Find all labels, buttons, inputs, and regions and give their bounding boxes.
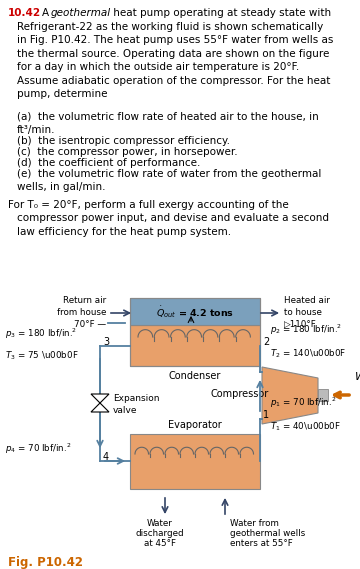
Text: (e)  the volumetric flow rate of water from the geothermal: (e) the volumetric flow rate of water fr…: [17, 168, 321, 179]
Text: to house: to house: [284, 308, 322, 317]
Text: Refrigerant-22 as the working fluid is shown schematically: Refrigerant-22 as the working fluid is s…: [17, 22, 323, 31]
Text: enters at 55°F: enters at 55°F: [230, 539, 293, 548]
Polygon shape: [91, 403, 109, 412]
Text: Compressor: Compressor: [211, 389, 269, 399]
Bar: [130, 298, 260, 366]
Text: (d)  the coefficient of performance.: (d) the coefficient of performance.: [17, 158, 201, 168]
Text: 4: 4: [103, 452, 109, 462]
Text: wells, in gal/min.: wells, in gal/min.: [17, 182, 105, 192]
Text: $T_2$ = 140\u00b0F: $T_2$ = 140\u00b0F: [270, 347, 346, 360]
Text: ▷110°F: ▷110°F: [284, 320, 317, 329]
Text: Return air: Return air: [63, 296, 106, 305]
Text: Condenser: Condenser: [169, 371, 221, 381]
Text: 2: 2: [263, 337, 269, 347]
Text: geothermal wells: geothermal wells: [230, 529, 305, 538]
Text: Evaporator: Evaporator: [168, 420, 222, 430]
Text: Assume adiabatic operation of the compressor. For the heat: Assume adiabatic operation of the compre…: [17, 76, 330, 85]
Text: $p_4$ = 70 lbf/in.$^2$: $p_4$ = 70 lbf/in.$^2$: [5, 442, 72, 456]
Text: geothermal: geothermal: [51, 8, 111, 18]
Text: 3: 3: [103, 337, 109, 347]
Bar: [130, 434, 260, 489]
Text: Water: Water: [147, 519, 173, 528]
Text: Heated air: Heated air: [284, 296, 330, 305]
Text: (b)  the isentropic compressor efficiency.: (b) the isentropic compressor efficiency…: [17, 136, 230, 146]
Text: from house: from house: [57, 308, 106, 317]
Polygon shape: [91, 394, 109, 403]
Text: (c)  the compressor power, in horsepower.: (c) the compressor power, in horsepower.: [17, 147, 238, 157]
Text: the thermal source. Operating data are shown on the figure: the thermal source. Operating data are s…: [17, 48, 329, 59]
Text: heat pump operating at steady state with: heat pump operating at steady state with: [110, 8, 331, 18]
Text: compressor power input, and devise and evaluate a second: compressor power input, and devise and e…: [17, 213, 329, 223]
Text: 1: 1: [263, 410, 269, 420]
Text: $p_2$ = 180 lbf/in.$^2$: $p_2$ = 180 lbf/in.$^2$: [270, 323, 342, 337]
Text: $\dot{W}_c$: $\dot{W}_c$: [354, 368, 360, 385]
Text: A: A: [42, 8, 52, 18]
Text: Water from: Water from: [230, 519, 279, 528]
Bar: [318, 389, 328, 401]
Text: pump, determine: pump, determine: [17, 89, 108, 99]
Text: (a)  the volumetric flow rate of heated air to the house, in: (a) the volumetric flow rate of heated a…: [17, 112, 319, 122]
Text: $T_1$ = 40\u00b0F: $T_1$ = 40\u00b0F: [270, 420, 341, 432]
Text: law efficiency for the heat pump system.: law efficiency for the heat pump system.: [17, 226, 231, 237]
Text: $p_1$ = 70 lbf/in.$^2$: $p_1$ = 70 lbf/in.$^2$: [270, 395, 337, 410]
Text: discharged: discharged: [136, 529, 184, 538]
Text: $p_3$ = 180 lbf/in.$^2$: $p_3$ = 180 lbf/in.$^2$: [5, 327, 77, 341]
Text: 10.42: 10.42: [8, 8, 41, 18]
Polygon shape: [262, 367, 318, 424]
Text: For Τ₀ = 20°F, perform a full exergy accounting of the: For Τ₀ = 20°F, perform a full exergy acc…: [8, 200, 289, 210]
Text: at 45°F: at 45°F: [144, 539, 176, 548]
Bar: [130, 298, 260, 325]
Bar: [130, 325, 260, 366]
Text: $\dot{Q}_{out}$ = 4.2 tons: $\dot{Q}_{out}$ = 4.2 tons: [156, 304, 234, 320]
Text: Expansion: Expansion: [113, 394, 159, 402]
Text: 70°F —: 70°F —: [74, 320, 106, 329]
Text: ft³/min.: ft³/min.: [17, 125, 55, 135]
Text: for a day in which the outside air temperature is 20°F.: for a day in which the outside air tempe…: [17, 62, 299, 72]
Text: valve: valve: [113, 406, 138, 414]
Text: Fig. P10.42: Fig. P10.42: [8, 556, 83, 569]
Text: in Fig. P10.42. The heat pump uses 55°F water from wells as: in Fig. P10.42. The heat pump uses 55°F …: [17, 35, 333, 45]
Text: $T_3$ = 75 \u00b0F: $T_3$ = 75 \u00b0F: [5, 349, 78, 361]
